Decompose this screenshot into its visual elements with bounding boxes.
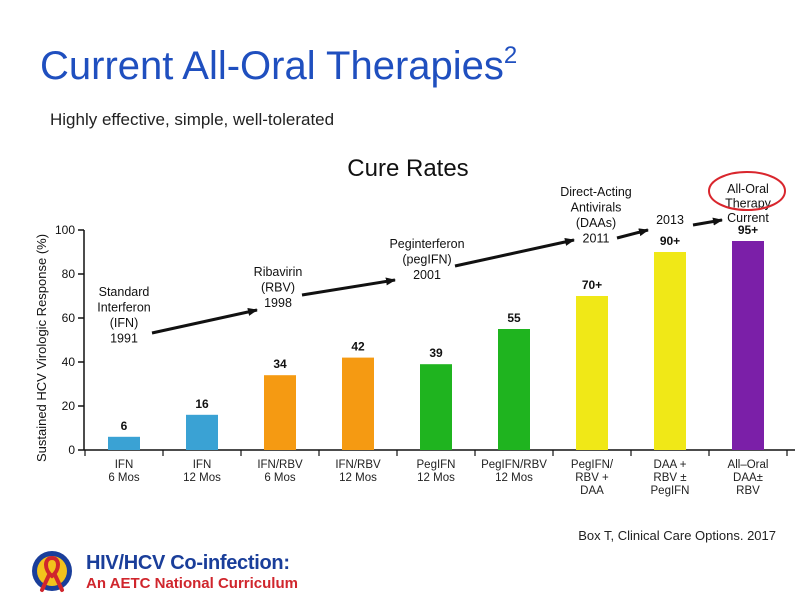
bar-value-label: 42 [351, 340, 365, 354]
x-tick-label-line: 12 Mos [417, 472, 455, 484]
timeline-annotation-line: Current [727, 211, 769, 225]
x-tick-label-line: PegIFN [417, 459, 456, 471]
x-tick-label-line: PegIFN [651, 485, 690, 497]
x-tick-label-line: RBV + [575, 472, 609, 484]
slide-title-text: Current All-Oral Therapies [40, 44, 504, 88]
bar [264, 375, 296, 450]
bar-value-label: 6 [121, 419, 128, 433]
bar-value-label: 95+ [738, 223, 758, 237]
x-tick-label: All–Oral DAA± RBV [728, 459, 769, 497]
x-tick-label: IFN/RBV 6 Mos [257, 459, 303, 484]
timeline-annotation-line: Therapy [725, 197, 772, 211]
timeline-arrow [151, 308, 258, 335]
bar-value-label: 39 [429, 346, 443, 360]
x-tick-label-line: RBV ± [653, 472, 686, 484]
x-tick-label: PegIFN/RBV + DAA [571, 459, 614, 497]
bar [576, 296, 608, 450]
x-tick-label-line: DAA [580, 485, 604, 497]
timeline-annotation-line: 1998 [264, 296, 292, 310]
y-tick-label: 100 [55, 223, 75, 237]
x-tick-label: IFN 6 Mos [108, 459, 140, 484]
highlight-circle [708, 171, 786, 211]
slide-subtitle: Highly effective, simple, well-tolerated [50, 110, 335, 129]
bar [342, 357, 374, 450]
y-tick-label: 20 [62, 399, 76, 413]
bar [654, 252, 686, 450]
x-tick-label-line: DAA + [654, 459, 687, 471]
timeline-annotation-line: Standard [99, 285, 150, 299]
timeline-annotation: All-Oral Therapy Current [725, 182, 772, 225]
timeline-annotation-line: 1991 [110, 332, 138, 346]
y-tick-label: 40 [62, 355, 76, 369]
x-tick-label-line: PegIFN/RBV [481, 459, 547, 471]
timeline-annotation-line: (RBV) [261, 281, 295, 295]
x-tick-label-line: 12 Mos [495, 472, 533, 484]
ribbon-logo-icon [32, 551, 72, 592]
timeline-annotation-line: Ribavirin [254, 265, 303, 279]
curriculum-logo: HIV/HCV Co-infection: An AETC National C… [30, 548, 350, 594]
bar [732, 241, 764, 450]
bar-value-label: 16 [195, 397, 209, 411]
x-tick-label-line: 6 Mos [108, 472, 140, 484]
x-tick-label-line: 6 Mos [264, 472, 296, 484]
timeline-annotation: Standard Interferon (IFN) 1991 [97, 285, 151, 346]
timeline-annotation-line: (DAAs) [576, 216, 616, 230]
y-tick-label: 0 [68, 443, 75, 457]
bar-value-label: 34 [273, 357, 287, 371]
timeline-annotation-line: Interferon [97, 301, 151, 315]
timeline-annotation: Ribavirin (RBV) 1998 [254, 265, 303, 310]
x-tick-label: PegIFN/RBV 12 Mos [481, 459, 547, 484]
logo-subtitle: An AETC National Curriculum [86, 575, 298, 592]
x-tick-label-line: IFN [115, 459, 134, 471]
bar-value-label: 55 [507, 311, 521, 325]
timeline-annotation-line: All-Oral [727, 182, 769, 196]
timeline-annotation-line: (IFN) [110, 316, 138, 330]
timeline-arrow [454, 238, 575, 268]
timeline-annotation-line: 2011 [583, 232, 610, 246]
x-tick-label-line: IFN [193, 459, 212, 471]
timeline-annotation-line: 2013 [656, 213, 684, 227]
x-tick-label-line: 12 Mos [339, 472, 377, 484]
citation: Box T, Clinical Care Options. 2017 [578, 528, 776, 543]
bar-value-label: 90+ [660, 234, 680, 248]
timeline-annotation-line: 2001 [413, 268, 441, 282]
x-tick-label-line: PegIFN/ [571, 459, 614, 471]
bar [186, 414, 218, 450]
x-tick-label: IFN 12 Mos [183, 459, 221, 484]
timeline-annotation: Peginterferon (pegIFN) 2001 [389, 237, 464, 282]
chart-title: Cure Rates [347, 155, 468, 182]
x-tick-label-line: IFN/RBV [257, 459, 303, 471]
bar [420, 364, 452, 450]
timeline-annotation: Direct-Acting Antivirals (DAAs) 2011 [560, 185, 632, 246]
timeline-annotation-line: (pegIFN) [402, 253, 451, 267]
x-tick-label-line: DAA± [733, 472, 763, 484]
bar-value-label: 70+ [582, 278, 602, 292]
timeline-annotation-line: Direct-Acting [560, 185, 632, 199]
x-tick-label-line: 12 Mos [183, 472, 221, 484]
x-tick-label: PegIFN 12 Mos [417, 459, 456, 484]
x-tick-label-line: All–Oral [728, 459, 769, 471]
timeline-annotation-line: Antivirals [571, 201, 622, 215]
x-tick-label-line: RBV [736, 485, 760, 497]
y-tick-label: 80 [62, 267, 76, 281]
timeline-annotation-line: Peginterferon [389, 237, 464, 251]
slide-title-superscript: 2 [503, 42, 518, 69]
timeline-arrow [616, 228, 649, 240]
bar [498, 329, 530, 450]
x-tick-label-line: IFN/RBV [335, 459, 381, 471]
bar [108, 436, 140, 450]
timeline-annotation: 2013 [656, 213, 684, 227]
y-axis-label: Sustained HCV Virologic Response (%) [34, 234, 49, 462]
y-tick-label: 60 [62, 311, 76, 325]
x-tick-label: DAA + RBV ± PegIFN [651, 459, 690, 497]
slide-title: Current All-Oral Therapies2 [40, 42, 517, 89]
timeline-arrow [692, 217, 723, 227]
timeline-arrow [301, 277, 396, 297]
logo-title: HIV/HCV Co-infection: [86, 552, 290, 574]
x-tick-label: IFN/RBV 12 Mos [335, 459, 381, 484]
